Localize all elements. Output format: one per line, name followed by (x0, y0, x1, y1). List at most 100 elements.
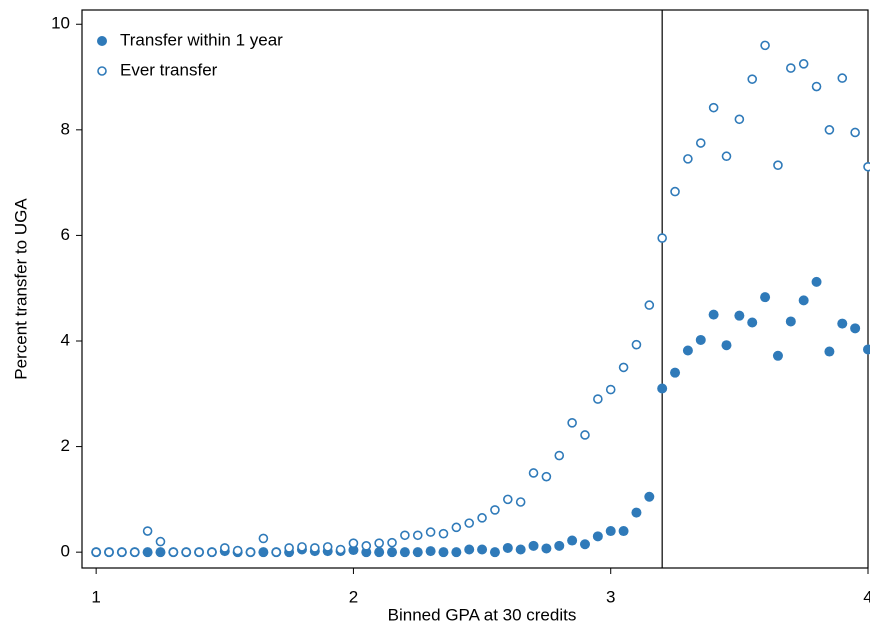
point (721, 151, 732, 162)
point (528, 468, 539, 478)
y-tick-label: 2 (61, 436, 70, 455)
legend-marker (97, 66, 107, 76)
point (297, 542, 307, 552)
point (168, 547, 179, 557)
y-tick-label: 6 (61, 225, 70, 244)
point (399, 547, 410, 558)
point (580, 430, 590, 440)
point (605, 384, 616, 395)
point (837, 318, 848, 329)
point (811, 276, 822, 287)
point (708, 309, 719, 320)
y-tick-label: 8 (61, 119, 70, 138)
point (785, 316, 796, 327)
point (670, 186, 680, 197)
point (348, 545, 359, 556)
point (387, 537, 397, 548)
point (91, 547, 101, 557)
point (489, 547, 500, 558)
point (412, 530, 423, 541)
x-tick-label: 1 (91, 587, 100, 606)
point (477, 544, 488, 555)
point (142, 547, 153, 558)
point (554, 450, 565, 461)
point (541, 471, 552, 482)
point (438, 547, 449, 558)
point (618, 362, 629, 373)
point (502, 542, 513, 553)
point (708, 102, 719, 113)
point (670, 367, 681, 378)
point (451, 547, 462, 558)
point (490, 505, 500, 515)
point (194, 547, 204, 557)
point (747, 317, 758, 328)
point (477, 513, 487, 523)
point (863, 161, 870, 172)
point (181, 547, 191, 557)
point (464, 518, 475, 528)
point (412, 547, 423, 558)
point (117, 547, 127, 557)
point (155, 536, 166, 547)
point (618, 526, 629, 537)
point (207, 547, 217, 557)
point (592, 531, 603, 542)
point (528, 540, 539, 551)
point (721, 340, 732, 351)
legend-marker (97, 36, 107, 46)
point (850, 127, 860, 138)
point (631, 339, 642, 350)
legend-label: Transfer within 1 year (120, 30, 283, 49)
point (142, 526, 153, 536)
x-tick-label: 2 (349, 587, 358, 606)
y-tick-label: 0 (61, 542, 70, 561)
point (747, 74, 758, 84)
point (811, 81, 822, 92)
point (322, 542, 333, 552)
point (554, 540, 565, 551)
point (837, 73, 848, 83)
point (567, 418, 577, 428)
legend-label: Ever transfer (120, 60, 218, 79)
point (850, 323, 861, 334)
point (760, 292, 771, 303)
point (683, 154, 693, 164)
point (695, 334, 706, 345)
y-tick-label: 10 (51, 14, 70, 33)
point (335, 544, 346, 555)
point (515, 544, 526, 555)
point (464, 544, 475, 555)
point (104, 547, 114, 557)
point (310, 543, 320, 553)
point (515, 497, 526, 507)
point (798, 295, 809, 306)
point (579, 539, 590, 550)
point (657, 233, 667, 243)
point (682, 345, 693, 356)
point (438, 528, 449, 539)
point (374, 538, 384, 548)
point (155, 547, 166, 558)
point (258, 533, 269, 544)
point (760, 40, 770, 51)
point (361, 541, 372, 551)
point (734, 114, 745, 125)
point (824, 125, 835, 135)
point (734, 310, 745, 321)
point (824, 346, 835, 357)
point (644, 491, 655, 502)
point (374, 547, 385, 558)
point (425, 546, 436, 557)
point (284, 543, 294, 553)
point (232, 545, 243, 556)
point (657, 383, 668, 394)
point (798, 59, 809, 69)
plot-frame (81, 9, 869, 569)
point (567, 535, 578, 546)
y-tick-label: 4 (61, 330, 70, 349)
point (605, 526, 616, 537)
point (219, 543, 230, 553)
x-axis-label: Binned GPA at 30 credits (388, 605, 577, 624)
